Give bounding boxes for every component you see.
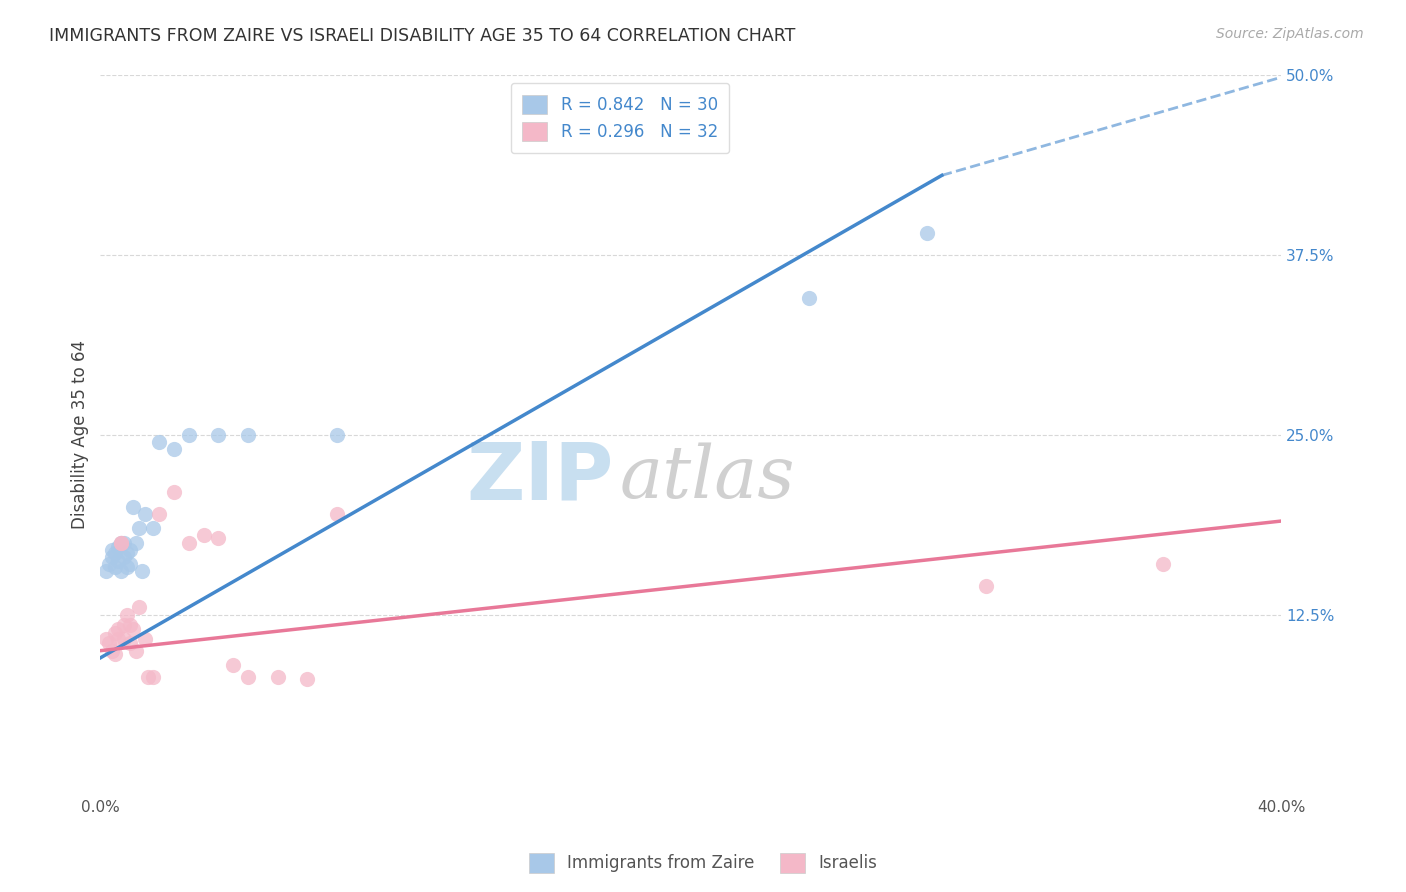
Point (163, 485, 186, 500)
Point (104, 647, 127, 661)
Point (107, 540, 129, 554)
Point (148, 434, 170, 449)
Point (222, 658, 245, 673)
Point (266, 670, 288, 684)
Point (134, 507, 156, 521)
Point (207, 531, 229, 545)
Point (101, 542, 124, 557)
Point (101, 643, 124, 657)
Point (134, 632, 156, 647)
Point (104, 560, 127, 574)
Text: IMMIGRANTS FROM ZAIRE VS ISRAELI DISABILITY AGE 35 TO 64 CORRELATION CHART: IMMIGRANTS FROM ZAIRE VS ISRAELI DISABIL… (49, 27, 796, 45)
Point (107, 554, 129, 568)
Point (207, 427, 229, 442)
Point (115, 546, 138, 560)
Y-axis label: Disability Age 35 to 64: Disability Age 35 to 64 (72, 340, 89, 529)
Point (295, 673, 318, 687)
Point (118, 636, 141, 650)
Point (915, 226, 938, 240)
Point (96, 632, 118, 647)
Point (177, 427, 200, 442)
Point (148, 507, 170, 521)
Point (110, 535, 132, 549)
Point (107, 632, 129, 647)
Point (121, 500, 143, 514)
Point (121, 622, 143, 636)
Point (112, 549, 135, 564)
Point (128, 600, 150, 615)
Legend: R = 0.842   N = 30, R = 0.296   N = 32: R = 0.842 N = 30, R = 0.296 N = 32 (510, 83, 730, 153)
Text: atlas: atlas (620, 442, 796, 513)
Point (131, 565, 153, 579)
Point (974, 579, 997, 593)
Point (136, 670, 159, 684)
Point (118, 617, 141, 632)
Point (98, 636, 121, 650)
Point (115, 560, 138, 574)
Text: Source: ZipAtlas.com: Source: ZipAtlas.com (1216, 27, 1364, 41)
Point (112, 617, 135, 632)
Point (325, 427, 347, 442)
Point (112, 632, 135, 647)
Point (236, 670, 259, 684)
Point (1152, 558, 1174, 572)
Legend: Immigrants from Zaire, Israelis: Immigrants from Zaire, Israelis (523, 847, 883, 880)
Point (142, 670, 165, 684)
Point (125, 535, 148, 549)
Point (101, 549, 124, 564)
Point (325, 507, 347, 521)
Point (236, 427, 259, 442)
Point (797, 291, 820, 305)
Point (125, 643, 148, 657)
Point (104, 626, 127, 640)
Point (110, 565, 132, 579)
Point (118, 558, 141, 572)
Point (128, 521, 150, 535)
Point (118, 542, 141, 557)
Point (115, 607, 138, 622)
Point (98, 558, 121, 572)
Point (193, 528, 215, 542)
Point (96, 565, 118, 579)
Point (177, 535, 200, 549)
Point (104, 546, 127, 560)
Point (107, 622, 129, 636)
Point (110, 535, 132, 549)
Point (112, 535, 135, 549)
Point (163, 442, 186, 456)
Text: ZIP: ZIP (467, 439, 614, 516)
Point (142, 521, 165, 535)
Point (110, 535, 132, 549)
